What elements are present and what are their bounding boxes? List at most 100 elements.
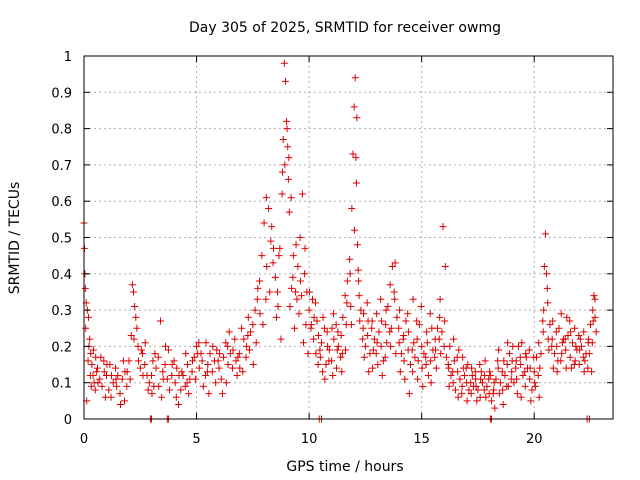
data-points bbox=[80, 59, 600, 423]
data-point bbox=[249, 361, 257, 369]
data-point bbox=[92, 353, 100, 361]
data-point bbox=[471, 368, 479, 376]
data-point bbox=[487, 397, 495, 405]
data-point bbox=[205, 390, 213, 398]
data-point bbox=[89, 346, 97, 354]
data-point bbox=[259, 321, 267, 329]
data-point bbox=[281, 161, 289, 169]
data-point bbox=[414, 375, 422, 383]
data-point bbox=[141, 361, 149, 369]
data-point bbox=[549, 317, 557, 325]
data-point bbox=[517, 361, 525, 369]
data-point bbox=[332, 321, 340, 329]
data-point bbox=[486, 371, 494, 379]
data-point bbox=[312, 350, 320, 358]
data-point bbox=[414, 357, 422, 365]
data-point bbox=[544, 335, 552, 343]
data-point bbox=[451, 386, 459, 394]
data-point bbox=[504, 339, 512, 347]
data-point bbox=[431, 353, 439, 361]
data-point bbox=[361, 342, 369, 350]
data-point bbox=[580, 328, 588, 336]
data-point bbox=[439, 223, 447, 231]
data-point bbox=[588, 368, 596, 376]
y-tick-label: 0.9 bbox=[51, 86, 72, 101]
data-point bbox=[296, 234, 304, 241]
data-point bbox=[518, 339, 526, 347]
data-point bbox=[251, 306, 259, 314]
data-point bbox=[96, 375, 104, 383]
data-point bbox=[254, 284, 262, 292]
data-point bbox=[509, 342, 517, 350]
data-point bbox=[315, 332, 323, 340]
data-point bbox=[544, 299, 552, 307]
data-point bbox=[584, 364, 592, 372]
data-point bbox=[313, 317, 321, 325]
data-point bbox=[384, 302, 392, 310]
data-point bbox=[333, 346, 341, 354]
data-point bbox=[359, 324, 367, 332]
data-point bbox=[435, 335, 443, 343]
data-point bbox=[339, 313, 347, 321]
data-point bbox=[289, 252, 297, 260]
data-point bbox=[531, 379, 539, 387]
data-point bbox=[267, 237, 275, 245]
data-point bbox=[386, 328, 394, 336]
data-point bbox=[540, 263, 548, 271]
grid bbox=[84, 56, 613, 419]
data-point bbox=[528, 386, 536, 394]
data-point bbox=[503, 382, 511, 390]
data-point bbox=[381, 353, 389, 361]
data-point bbox=[588, 339, 596, 347]
data-point bbox=[130, 288, 138, 296]
data-point bbox=[351, 226, 359, 234]
data-point bbox=[283, 117, 291, 125]
data-point bbox=[218, 390, 226, 398]
data-point bbox=[247, 328, 255, 336]
y-tick-label: 0.3 bbox=[51, 304, 72, 319]
data-point bbox=[409, 368, 417, 376]
data-point bbox=[269, 259, 277, 267]
data-point bbox=[352, 179, 360, 187]
data-point bbox=[188, 368, 196, 376]
data-point bbox=[181, 382, 189, 390]
data-point bbox=[503, 361, 511, 369]
data-point bbox=[517, 393, 525, 401]
data-point bbox=[427, 379, 435, 387]
data-point bbox=[229, 346, 237, 354]
data-point bbox=[316, 353, 324, 361]
data-point bbox=[541, 230, 549, 238]
data-point bbox=[356, 317, 364, 325]
data-point bbox=[576, 335, 584, 343]
data-point bbox=[323, 328, 331, 336]
data-point bbox=[455, 346, 463, 354]
data-point bbox=[373, 310, 381, 318]
data-point bbox=[391, 295, 399, 303]
data-point bbox=[100, 357, 108, 365]
data-point bbox=[121, 397, 129, 405]
data-point bbox=[338, 368, 346, 376]
data-point bbox=[468, 371, 476, 379]
data-point bbox=[366, 350, 374, 358]
data-point bbox=[405, 328, 413, 336]
data-point bbox=[513, 390, 521, 398]
x-tick-label: 0 bbox=[80, 432, 88, 447]
data-point bbox=[334, 328, 342, 336]
data-point bbox=[87, 350, 95, 358]
data-point bbox=[320, 324, 328, 332]
data-point bbox=[351, 74, 359, 82]
data-point bbox=[486, 368, 494, 376]
data-point bbox=[88, 361, 96, 369]
data-point bbox=[216, 350, 224, 358]
data-point bbox=[277, 335, 285, 343]
x-tick-label: 15 bbox=[413, 432, 430, 447]
data-point bbox=[378, 371, 386, 379]
data-point bbox=[329, 371, 337, 379]
data-point bbox=[310, 313, 318, 321]
data-point bbox=[185, 390, 193, 398]
data-point bbox=[441, 263, 449, 271]
data-point bbox=[91, 386, 99, 394]
data-point bbox=[189, 357, 197, 365]
data-point bbox=[178, 368, 186, 376]
